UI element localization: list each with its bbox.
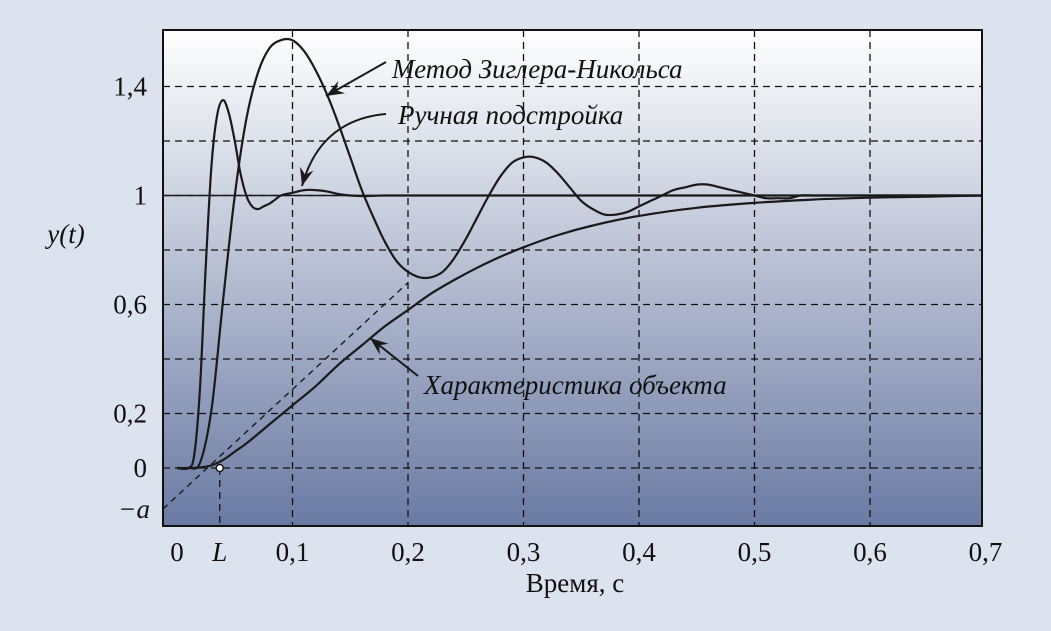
x-tick-label-7: 0,7 — [969, 537, 1003, 567]
annotation-arrows — [300, 61, 419, 377]
series-lines — [163, 37, 982, 510]
series-line-manual — [176, 98, 982, 471]
y-tick-label-a: −a — [118, 494, 150, 524]
y-axis-title: y(t) — [44, 219, 84, 249]
annotation-plant-label: Характеристика объекта — [423, 370, 727, 400]
y-tick-label-3: 1 — [134, 181, 148, 211]
x-tick-label-1: 0,1 — [276, 537, 310, 567]
plot-frame — [162, 29, 983, 527]
annotation-zn-label: Метод Зиглера-Никольса — [391, 54, 683, 84]
arrow-manual-shaft — [301, 113, 387, 187]
arrow-plant-head — [370, 338, 389, 355]
x-tick-label-6: 0,6 — [853, 537, 887, 567]
x-axis-title: Время, с — [526, 568, 624, 598]
y-tick-label-0: 0 — [134, 453, 148, 483]
marker-point-L — [215, 463, 224, 473]
x-tick-label-0: 0 — [170, 537, 184, 567]
arrow-zn-head — [326, 81, 346, 96]
x-tick-label-2: 0,2 — [391, 537, 425, 567]
arrow-manual-head — [300, 166, 314, 186]
x-tick-label-L: L — [211, 537, 227, 567]
series-line-plant — [176, 194, 982, 470]
plot-area — [163, 30, 982, 526]
y-tick-label-2: 0,6 — [113, 290, 147, 320]
x-tick-label-4: 0,4 — [622, 537, 656, 567]
y-tick-label-4: 1,4 — [113, 72, 147, 102]
tangent-line — [163, 282, 409, 510]
y-tick-label-1: 0,2 — [113, 399, 147, 429]
x-tick-label-3: 0,3 — [507, 537, 541, 567]
annotation-manual-label: Ручная подстройка — [397, 100, 623, 130]
x-tick-label-5: 0,5 — [738, 537, 772, 567]
